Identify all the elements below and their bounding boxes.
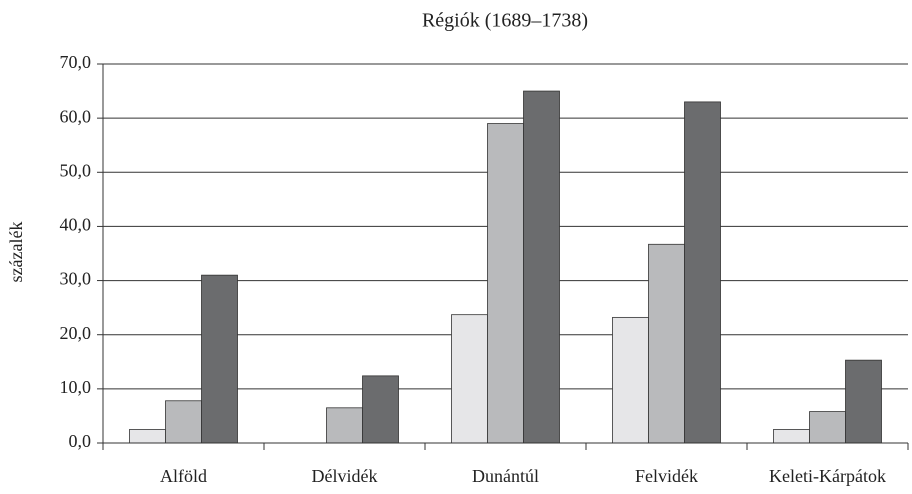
bar [612, 316, 649, 444]
x-tick-label: Felvidék [635, 466, 698, 486]
x-tick-label: Dunántúl [472, 466, 539, 486]
bar [773, 429, 810, 444]
bar [362, 375, 399, 444]
x-tick-label: Alföld [160, 466, 207, 486]
y-tick-label: 70,0 [60, 52, 92, 72]
y-axis-label: százalék [6, 222, 26, 283]
bar [201, 274, 238, 444]
bar [326, 407, 363, 444]
y-tick-label: 60,0 [60, 106, 92, 126]
bar [809, 411, 846, 444]
bar [684, 101, 721, 444]
bar [451, 314, 488, 444]
x-tick-label: Délvidék [312, 466, 378, 486]
bar [487, 123, 524, 444]
y-tick-label: 20,0 [60, 323, 92, 343]
x-tick-label: Keleti-Kárpátok [769, 466, 886, 486]
bar [129, 429, 166, 444]
y-tick-label: 30,0 [60, 269, 92, 289]
y-tick-label: 0,0 [69, 431, 92, 451]
y-tick-label: 50,0 [60, 160, 92, 180]
y-tick-label: 10,0 [60, 377, 92, 397]
bar [845, 359, 882, 444]
bar [648, 243, 685, 444]
chart-title: Régiók (1689–1738) [422, 10, 588, 32]
bar [165, 400, 202, 444]
y-tick-label: 40,0 [60, 215, 92, 235]
bar [523, 90, 560, 444]
